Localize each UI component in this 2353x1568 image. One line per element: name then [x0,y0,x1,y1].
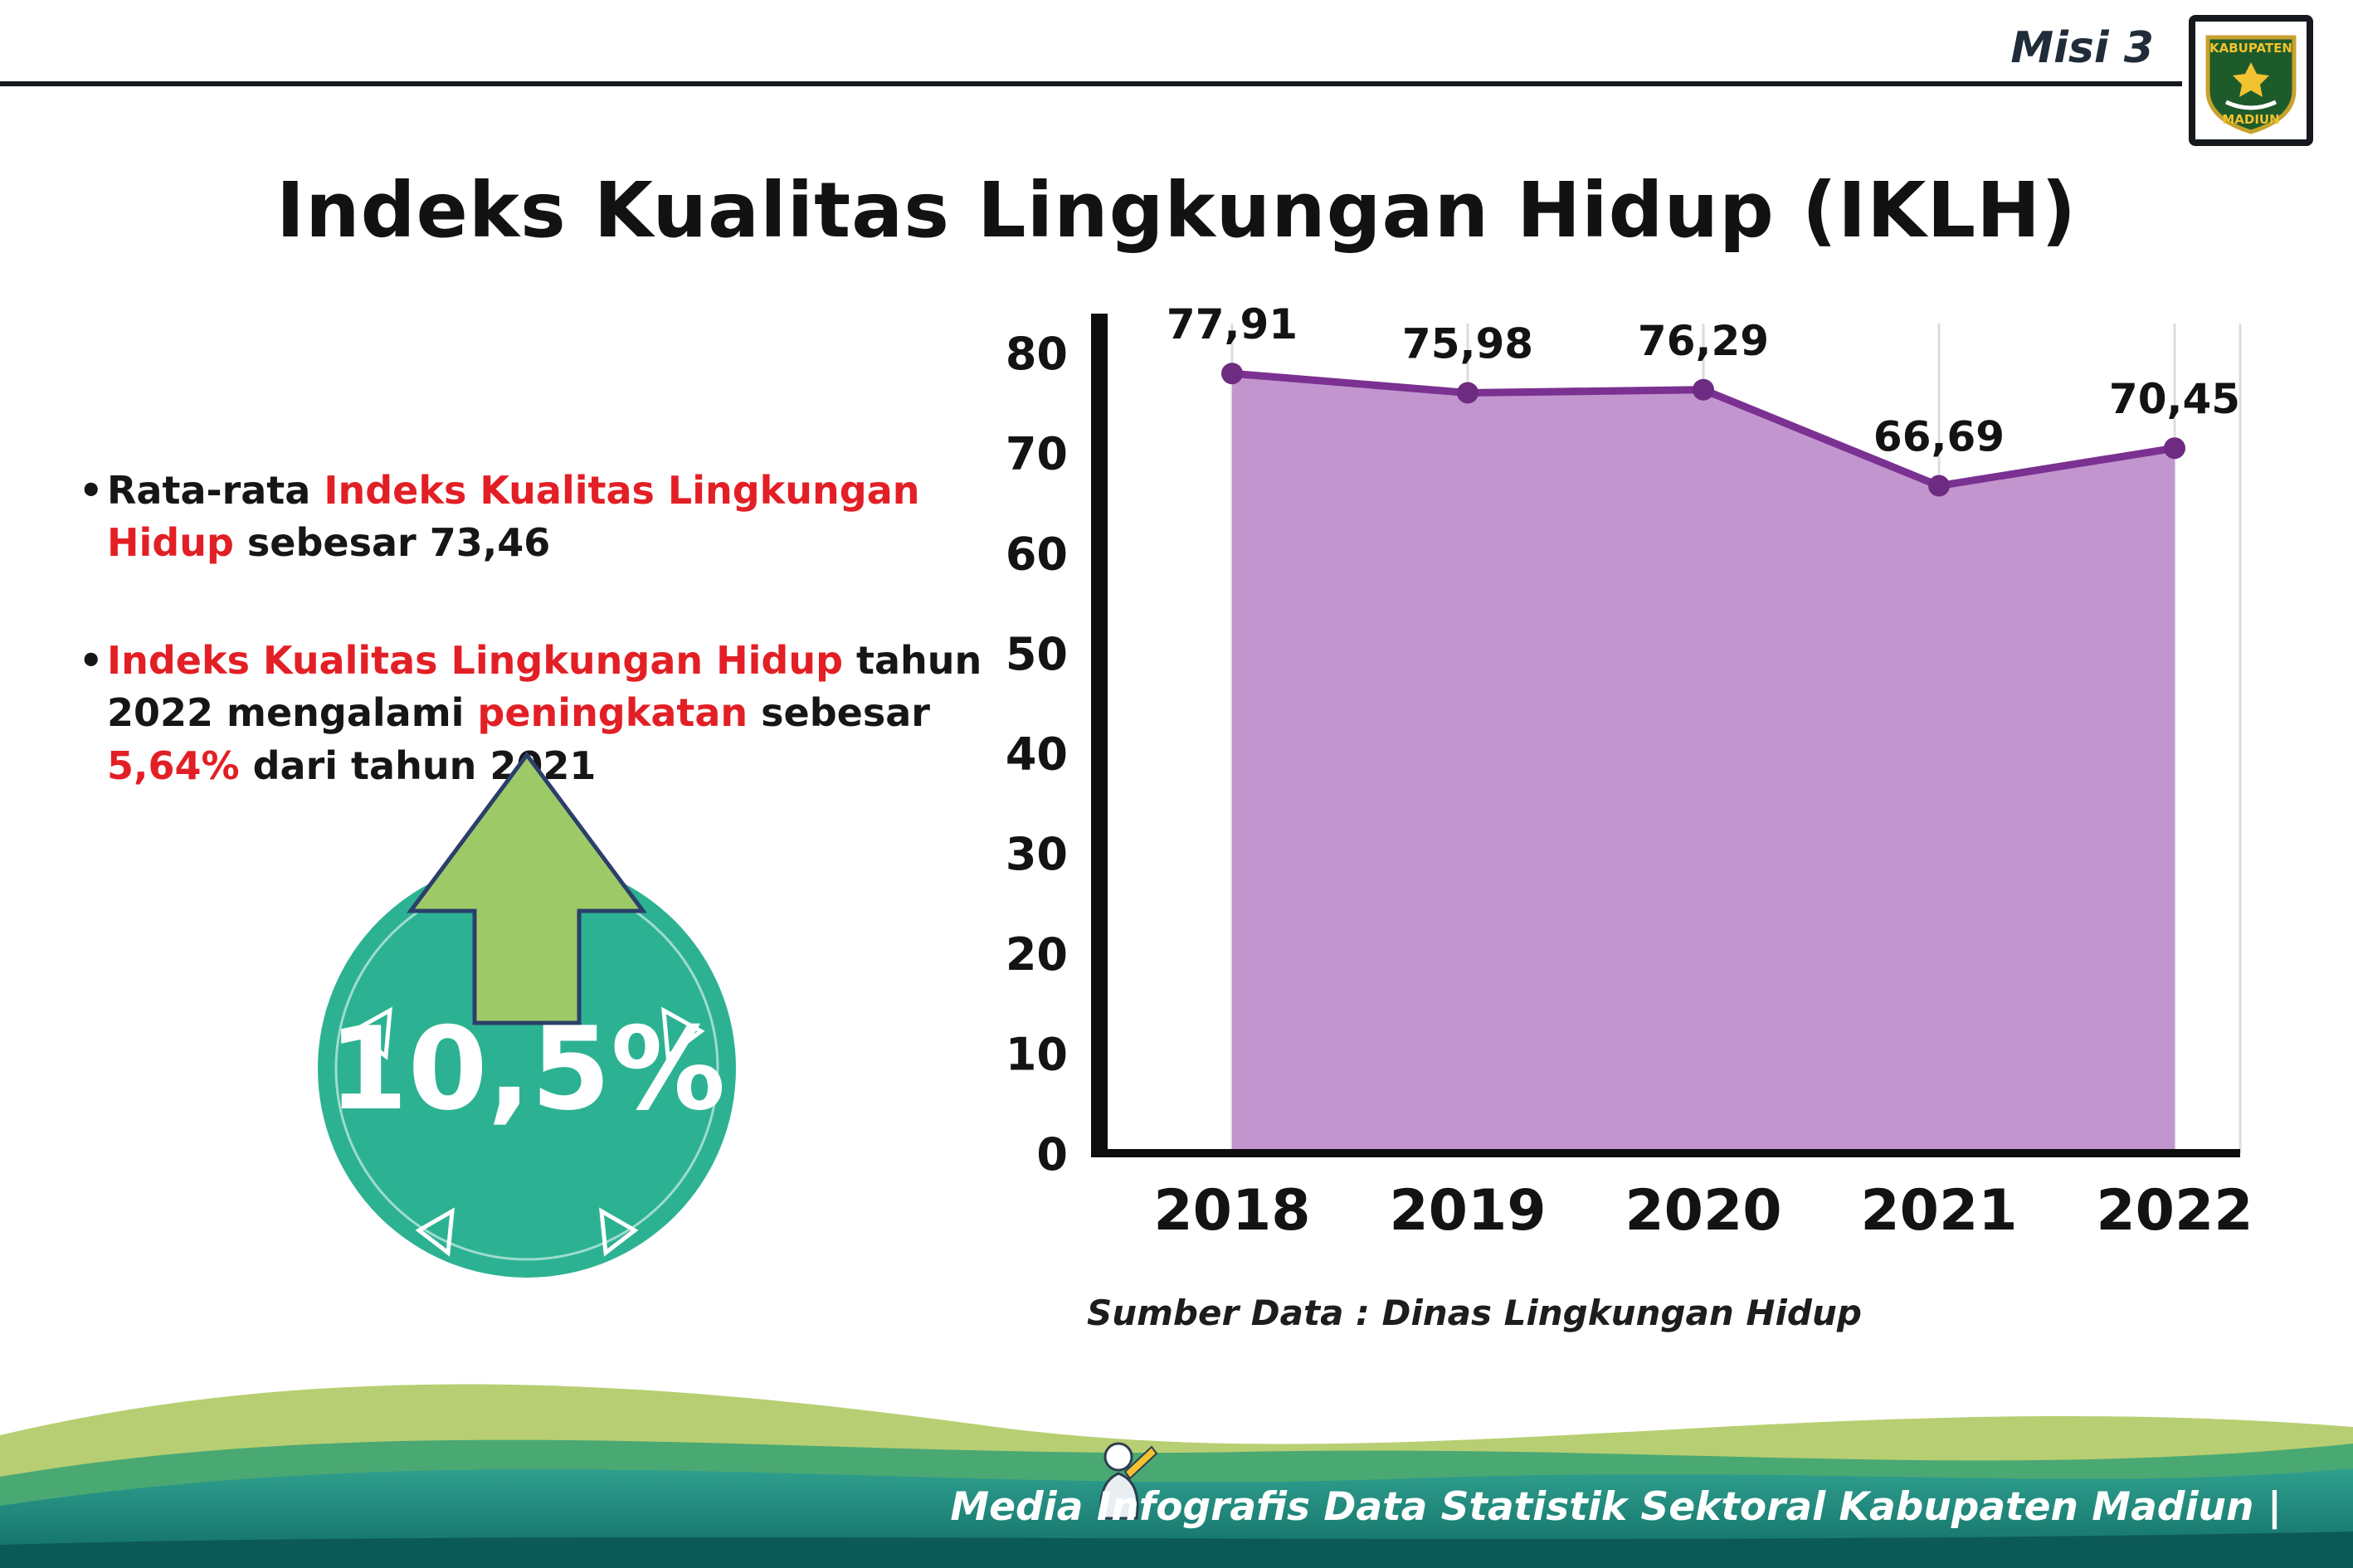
logo-text-bottom: MADIUN [2222,112,2279,127]
footer-wave-decoration [0,1384,2353,1568]
kabupaten-madiun-emblem: KABUPATEN MADIUN [2205,35,2297,134]
data-label: 77,91 [1167,300,1298,348]
badge-value: 10,5% [329,1002,726,1136]
y-tick-label: 60 [1006,528,1068,580]
x-tick-label: 2022 [2096,1178,2253,1244]
badge-tick-right [661,1006,705,1060]
data-point [1693,378,1714,401]
header-rule [0,81,2182,86]
data-label: 70,45 [2109,375,2240,423]
y-tick-label: 20 [1006,928,1068,981]
page-title: Indeks Kualitas Lingkungan Hidup (IKLH) [275,165,2078,255]
bullet-text: Rata-rata Indeks Kualitas Lingkungan Hid… [107,465,1058,570]
up-arrow-icon [407,751,647,1025]
text-segment: tahun 2022 mengalami [107,637,982,736]
data-point [1221,363,1243,385]
y-tick-label: 10 [1006,1028,1068,1080]
key-points: • Rata-rata Indeks Kualitas Lingkungan H… [79,465,1058,857]
area-fill [1232,373,2175,1153]
bullet-marker: • [79,637,104,683]
badge-tick-bottom-right [599,1207,639,1257]
data-label: 76,29 [1638,317,1769,365]
logo-wing [2224,100,2277,110]
y-tick-label: 40 [1006,728,1068,781]
data-point [2164,437,2185,460]
x-tick-label: 2018 [1153,1178,1310,1244]
data-label: 75,98 [1402,319,1533,368]
text-segment: sebesar [748,690,930,736]
bullet-average-iklh: • Rata-rata Indeks Kualitas Lingkungan H… [79,465,1058,570]
badge-tick-left [348,1006,392,1060]
logo-text-top: KABUPATEN [2209,41,2292,56]
x-tick-label: 2021 [1860,1178,2017,1244]
data-point [1928,475,1950,497]
y-tick-label: 0 [1036,1128,1068,1181]
data-point [1457,382,1479,404]
badge-tick-bottom-left [415,1207,455,1257]
misi-label: Misi 3 [2010,23,2154,73]
logo-star [2233,62,2269,97]
footer-wave-bottom [0,1531,2353,1568]
y-tick-label: 80 [1006,328,1068,380]
text-segment: sebesar 73,46 [233,520,551,566]
text-segment: Indeks Kualitas Lingkungan Hidup [107,637,844,683]
bullet-marker: • [79,468,104,513]
data-label: 66,69 [1873,413,2005,461]
kabupaten-madiun-logo: KABUPATEN MADIUN [2189,15,2313,146]
x-tick-label: 2019 [1389,1178,1546,1244]
iklh-area-chart: 77,91 75,98 76,29 66,69 70,45 0 10 20 30 40 50 60 70… [1006,300,2253,1244]
iklh-chart-panel: 77,91 75,98 76,29 66,69 70,45 0 10 20 30 40 50 60 70… [971,274,2348,1402]
increase-badge-graphic: 10,5% [318,751,736,1278]
mascot-icon [1099,1442,1158,1520]
y-tick-label: 70 [1006,428,1068,480]
text-segment: 5,64% [107,743,240,788]
y-tick-label: 30 [1006,828,1068,880]
text-segment: peningkatan [477,690,748,736]
chart-source: Sumber Data : Dinas Lingkungan Hidup [1087,1293,1862,1333]
text-segment: Rata-rata [107,468,324,513]
badge-circle [318,859,736,1278]
y-tick-label: 50 [1006,628,1068,680]
increase-badge: 10,5% [274,737,788,1317]
footer-credit: Media Infografis Data Statistik Sektoral… [950,1484,2282,1530]
x-tick-label: 2020 [1625,1178,1781,1244]
text-segment: Indeks Kualitas Lingkungan Hidup [107,468,920,566]
